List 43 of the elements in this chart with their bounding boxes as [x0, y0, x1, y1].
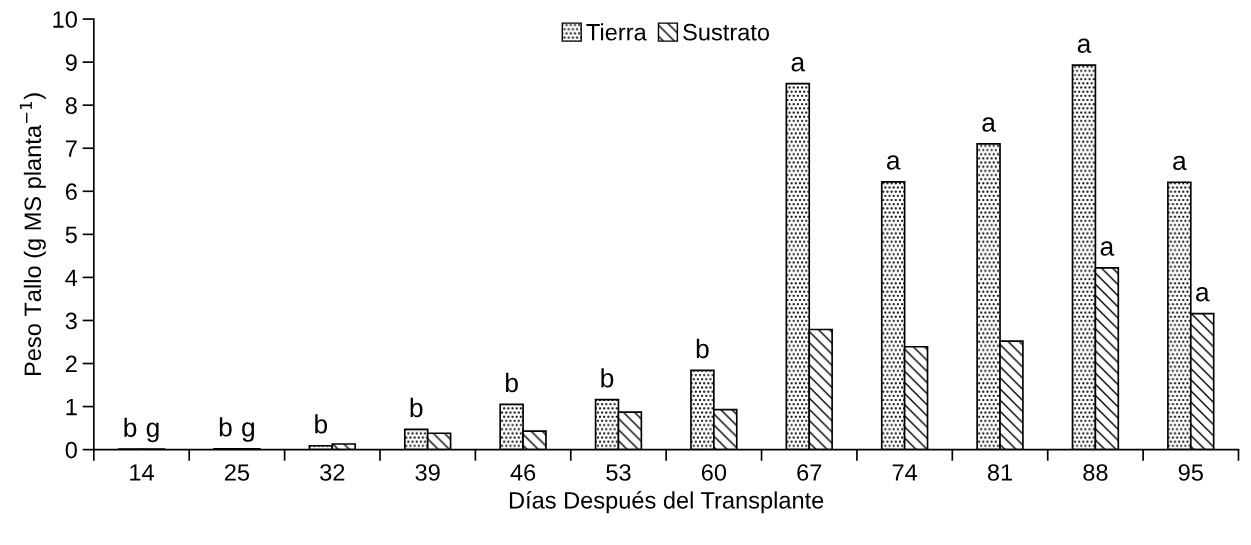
x-tick-label: 95: [1178, 464, 1203, 481]
annotation: a: [791, 57, 806, 72]
x-tick-label: 14: [130, 464, 154, 481]
annotation: a: [886, 155, 901, 170]
annotation: g: [242, 422, 254, 442]
y-tick-label: 0: [65, 441, 77, 459]
annotation: b: [410, 397, 423, 418]
x-tick-label: 39: [415, 464, 440, 481]
x-tick-label: 74: [892, 464, 918, 481]
y-tick-label: 3: [65, 312, 77, 330]
x-tick-label: 32: [320, 464, 345, 481]
y-tick-label: 7: [65, 140, 77, 157]
y-tick-label: 6: [65, 183, 77, 201]
x-tick-label: 60: [701, 464, 727, 481]
annotation: a: [1173, 155, 1187, 171]
annotation: b: [315, 414, 328, 434]
x-tick-label: 53: [606, 464, 631, 481]
legend-label: Sustrato: [683, 23, 770, 41]
legend-label: Tierra: [586, 23, 647, 41]
annotation: b: [696, 338, 709, 359]
annotation: b: [505, 372, 518, 393]
x-tick-label: 25: [224, 464, 250, 481]
y-tick-label: 2: [65, 355, 77, 373]
x-tick-label: 67: [797, 464, 822, 481]
y-tick-label: 4: [65, 269, 78, 286]
annotation: b: [219, 417, 232, 437]
x-tick-label: 46: [510, 464, 536, 481]
annotation: g: [146, 422, 159, 443]
annotation: b: [124, 417, 137, 438]
y-tick-label: 10: [53, 11, 77, 28]
annotation: b: [601, 368, 614, 388]
y-axis-title: Peso Tallo (g MS planta$^{−1}$): [19, 93, 46, 376]
x-tick-label: 81: [987, 464, 1012, 481]
y-tick-label: 5: [65, 226, 77, 244]
annotation: a: [1077, 38, 1092, 53]
annotation: a: [1100, 241, 1115, 256]
x-axis-title: Días Después del Transplante: [509, 491, 824, 514]
y-tick-label: 8: [65, 97, 77, 114]
x-tick-label: 88: [1083, 464, 1108, 481]
y-tick-label: 9: [65, 54, 77, 71]
annotation: a: [1196, 286, 1210, 302]
annotation: a: [982, 117, 996, 132]
y-tick-label: 1: [66, 398, 77, 416]
